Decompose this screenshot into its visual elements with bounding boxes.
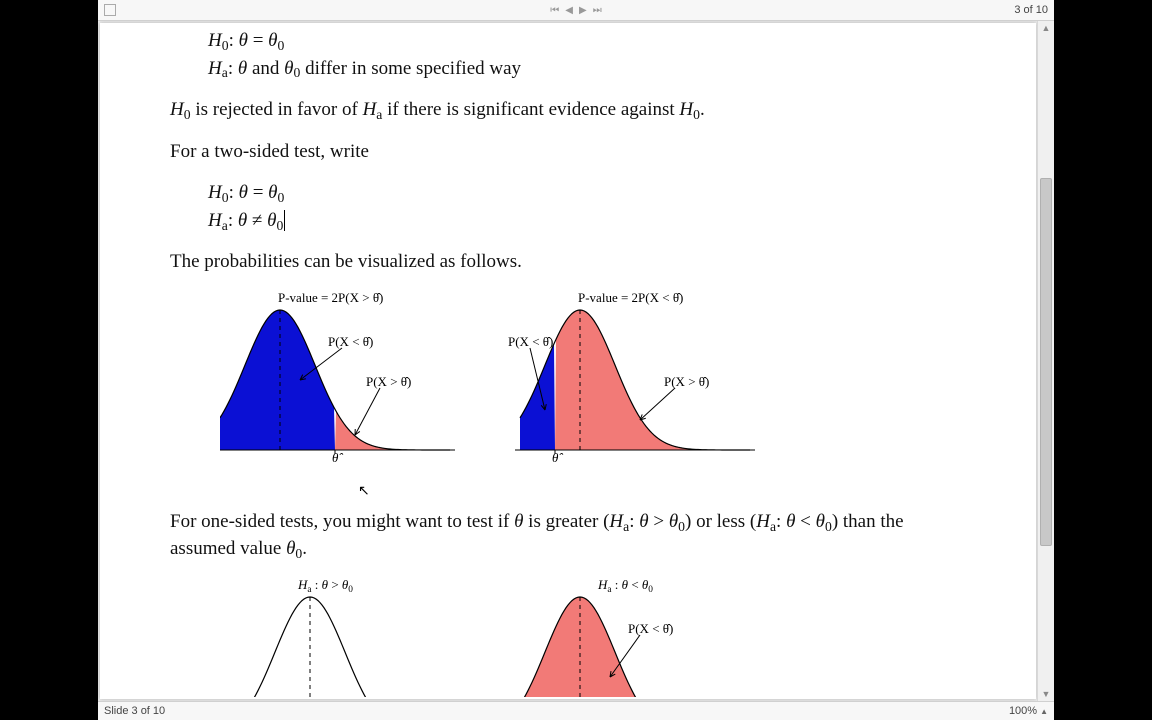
left-axis-tick-label: θ̂: [332, 450, 338, 466]
ha-differ: Ha: θ and θ0 differ in some specified wa…: [208, 55, 966, 83]
bot-right-lbl: P(X < θ̂): [628, 621, 673, 637]
rejected-sentence: H0 is rejected in favor of Ha if there i…: [170, 96, 966, 124]
page-indicator: 3 of 10: [1014, 4, 1048, 16]
slide-content: H0: θ = θ0 Ha: θ and θ0 differ in some s…: [100, 27, 1036, 697]
page-area: H0: θ = θ0 Ha: θ and θ0 differ in some s…: [98, 21, 1054, 701]
one-sided-pvalue-figure: Ha : θ > θ0 Ha : θ < θ0 P(X < θ̂): [220, 577, 966, 697]
zoom-value: 100%: [1009, 705, 1037, 717]
scroll-down-icon[interactable]: ▼: [1038, 687, 1054, 701]
slide-indicator: Slide 3 of 10: [104, 705, 165, 717]
slide-nav-controls: ⏮ ◀ ▶ ⏭: [550, 5, 601, 16]
h0-equal: H0: θ = θ0: [208, 27, 966, 55]
zoom-dropdown-icon[interactable]: ▲: [1040, 707, 1048, 716]
bot-right-title: Ha : θ < θ0: [598, 577, 653, 593]
presentation-viewer: ⏮ ◀ ▶ ⏭ 3 of 10 H0: θ = θ0 Ha: θ and θ0 …: [98, 0, 1054, 720]
right-lbl-p-lt: P(X < θ̂): [508, 334, 553, 350]
next-slide-button[interactable]: ▶: [579, 5, 587, 16]
left-lbl-p-gt: P(X > θ̂): [366, 374, 411, 390]
menu-icon[interactable]: [104, 4, 116, 16]
ha-neq: Ha: θ ≠ θ0​: [208, 207, 966, 235]
two-sided-intro: For a two-sided test, write: [170, 138, 966, 166]
left-fig-title: P-value = 2P(X > θ̂): [278, 290, 383, 306]
prob-vis-sentence: The probabilities can be visualized as f…: [170, 248, 966, 276]
last-slide-button[interactable]: ⏭: [593, 5, 602, 16]
scroll-up-icon[interactable]: ▲: [1038, 21, 1054, 35]
vertical-scrollbar[interactable]: ▲ ▼: [1037, 21, 1054, 701]
right-fig-title: P-value = 2P(X < θ̂): [578, 290, 683, 306]
one-sided-sentence: For one-sided tests, you might want to t…: [170, 508, 966, 563]
right-lbl-p-gt: P(X > θ̂): [664, 374, 709, 390]
scroll-thumb[interactable]: [1040, 178, 1052, 545]
slide-page: H0: θ = θ0 Ha: θ and θ0 differ in some s…: [100, 23, 1036, 699]
first-slide-button[interactable]: ⏮: [550, 5, 559, 16]
two-sided-pvalue-figure: P-value = 2P(X > θ̂) P-value = 2P(X < θ̂…: [220, 290, 966, 490]
status-bar: Slide 3 of 10 100% ▲: [98, 701, 1054, 720]
h0-equal-2: H0: θ = θ0: [208, 179, 966, 207]
bot-left-title: Ha : θ > θ0: [298, 577, 353, 593]
top-toolbar: ⏮ ◀ ▶ ⏭ 3 of 10: [98, 0, 1054, 21]
left-lbl-p-lt: P(X < θ̂): [328, 334, 373, 350]
prev-slide-button[interactable]: ◀: [565, 5, 573, 16]
zoom-control[interactable]: 100% ▲: [1009, 705, 1048, 717]
scroll-track[interactable]: [1040, 35, 1052, 687]
right-axis-tick-label: θ̂: [552, 450, 558, 466]
